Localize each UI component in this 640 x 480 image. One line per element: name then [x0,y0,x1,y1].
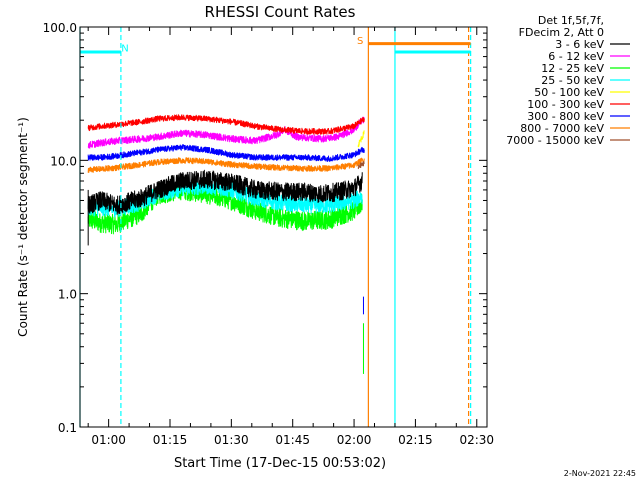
flag-annotation-s: S [357,36,363,47]
y-axis-label: Count Rate (s⁻¹ detector segment⁻¹) [16,117,30,337]
data-layer [87,114,365,374]
legend-header-line-2: FDecim 2, Att 0 [519,26,604,39]
plot-frame [79,26,488,428]
axis-ticks: 01:00 01:15 01:30 01:45 02:00 02:15 02:30 100.0… [43,21,494,447]
legend-label-3-6-kev: 3 - 6 keV [555,38,604,51]
x-tick-label: 01:30 [214,433,249,447]
series-line-300-800-kev [87,144,365,162]
x-tick-label: 01:00 [91,433,126,447]
x-axis-label: Start Time (17-Dec-15 00:53:02) [174,456,386,471]
series-line-100-300-kev [87,114,365,135]
legend-label-50-100-kev: 50 - 100 keV [534,86,604,99]
y-tick-label: 100.0 [43,21,77,35]
series-line-7000-15000-kev [357,161,365,170]
footer-timestamp: 2-Nov-2021 22:45 [564,469,636,478]
legend-label-800-7000-kev: 800 - 7000 keV [520,122,604,135]
x-tick-label: 01:45 [275,433,310,447]
legend-label-6-12-kev: 6 - 12 keV [548,50,604,63]
legend-label-300-800-kev: 300 - 800 keV [527,110,604,123]
chart-title: RHESSI Count Rates [205,3,356,21]
flag-annotation-n: N [121,44,128,55]
legend-label-7000-15000-kev: 7000 - 15000 keV [506,134,604,147]
overlay-layer: NS [79,27,472,427]
legend-label-12-25-kev: 12 - 25 keV [541,62,604,75]
series-line-50-100-kev [357,130,365,148]
series-line-6-12-kev [87,116,365,149]
legend-label-100-300-kev: 100 - 300 keV [527,98,604,111]
x-tick-label: 02:00 [337,433,372,447]
y-tick-label: 1.0 [58,288,77,302]
y-tick-label: 0.1 [58,421,77,435]
series-line-800-7000-kev [87,157,365,174]
y-tick-label: 10.0 [50,154,77,168]
x-tick-label: 01:15 [153,433,188,447]
x-tick-label: 02:30 [459,433,494,447]
series-line-3-6-kev [87,169,363,215]
legend-header-line-1: Det 1f,5f,7f, [538,14,604,27]
legend-label-25-50-kev: 25 - 50 keV [541,74,604,87]
x-tick-label: 02:15 [398,433,433,447]
